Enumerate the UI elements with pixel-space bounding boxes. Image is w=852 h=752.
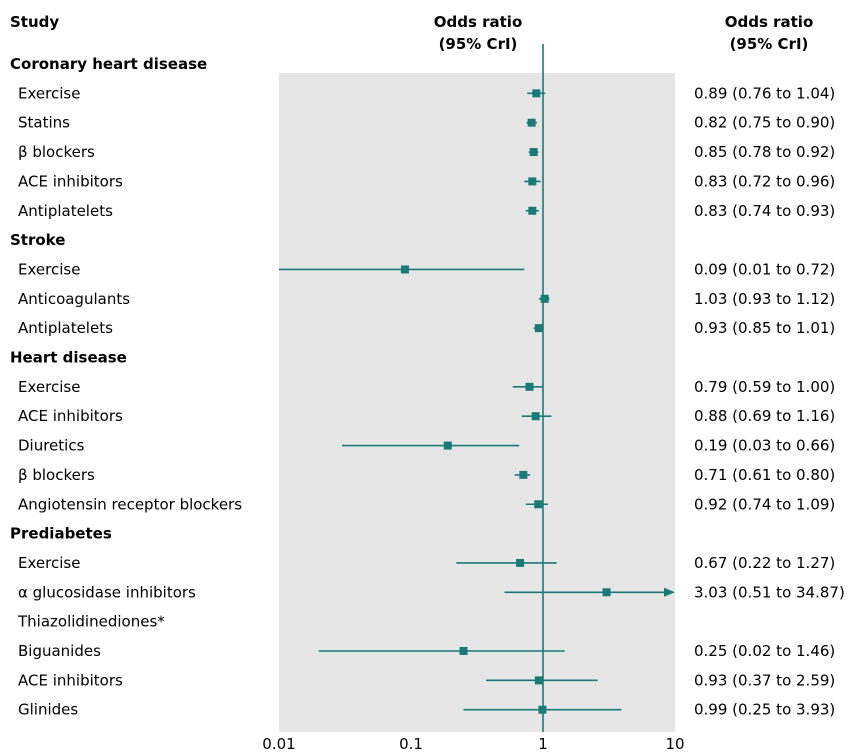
row-label: Exercise	[18, 554, 80, 572]
x-tick-label: 1	[538, 735, 548, 752]
value-column-header-line1: Odds ratio	[725, 13, 814, 31]
row-value-text: 3.03 (0.51 to 34.87)	[694, 583, 845, 601]
point-estimate	[534, 500, 543, 509]
plot-panel	[279, 73, 675, 732]
forest-row: Angiotensin receptor blockers 0.92 (0.74 …	[18, 495, 835, 513]
row-value-text: 0.82 (0.75 to 0.90)	[694, 114, 835, 132]
row-label: β blockers	[18, 143, 95, 161]
row-value-text: 0.67 (0.22 to 1.27)	[694, 554, 835, 572]
point-estimate	[459, 647, 468, 655]
row-value-text: 0.83 (0.72 to 0.96)	[694, 172, 835, 190]
point-estimate	[528, 177, 537, 186]
row-label: Diuretics	[18, 437, 85, 455]
row-label: Exercise	[18, 378, 80, 396]
point-estimate	[532, 89, 541, 98]
group-heading: Coronary heart disease	[10, 55, 207, 73]
point-estimate	[534, 324, 543, 333]
row-value-text: 0.93 (0.37 to 2.59)	[694, 671, 835, 689]
point-estimate	[516, 558, 525, 567]
or-column-header-line2: (95% CrI)	[439, 35, 518, 53]
group-heading: Prediabetes	[10, 525, 112, 543]
row-value-text: 0.79 (0.59 to 1.00)	[694, 378, 835, 396]
point-estimate	[531, 412, 540, 421]
forest-row: β blockers 0.85 (0.78 to 0.92)	[18, 143, 835, 161]
row-value-text: 0.19 (0.03 to 0.66)	[694, 437, 835, 455]
forest-row: α glucosidase inhibitors 3.03 (0.51 to 34…	[18, 583, 845, 601]
row-label: Exercise	[18, 84, 80, 102]
x-tick-label: 10	[665, 735, 684, 752]
row-value-text: 0.89 (0.76 to 1.04)	[694, 84, 835, 102]
row-value-text: 0.25 (0.02 to 1.46)	[694, 642, 835, 660]
point-estimate	[528, 206, 537, 215]
row-label: Glinides	[18, 701, 78, 719]
point-estimate	[443, 441, 452, 450]
value-column-header-line2: (95% CrI)	[730, 35, 809, 53]
x-axis-ticks: 0.01 0.1 1 10	[262, 735, 684, 752]
row-value-text: 0.93 (0.85 to 1.01)	[694, 319, 835, 337]
forest-row: Biguanides 0.25 (0.02 to 1.46)	[18, 642, 835, 660]
forest-row: Anticoagulants 1.03 (0.93 to 1.12)	[18, 290, 835, 308]
forest-row: Thiazolidinediones*	[17, 613, 165, 631]
forest-row: Exercise 0.09 (0.01 to 0.72)	[18, 260, 835, 278]
forest-row: ACE inhibitors 0.88 (0.69 to 1.16)	[18, 407, 835, 425]
group-heading: Heart disease	[10, 349, 127, 367]
forest-row: ACE inhibitors 0.83 (0.72 to 0.96)	[18, 172, 835, 190]
rows-layer: Coronary heart disease Exercise 0.89 (0.76…	[10, 55, 845, 719]
row-label: ACE inhibitors	[18, 172, 123, 190]
point-estimate	[519, 470, 528, 479]
row-label: Thiazolidinediones*	[17, 613, 165, 631]
point-estimate	[400, 265, 409, 274]
ci-arrow	[664, 587, 675, 597]
forest-row: Statins 0.82 (0.75 to 0.90)	[18, 114, 835, 132]
x-tick-label: 0.01	[262, 735, 295, 752]
forest-row: Exercise 0.79 (0.59 to 1.00)	[18, 378, 835, 396]
row-label: ACE inhibitors	[18, 407, 123, 425]
row-value-text: 0.99 (0.25 to 3.93)	[694, 701, 835, 719]
row-label: α glucosidase inhibitors	[18, 583, 196, 601]
point-estimate	[540, 294, 549, 303]
row-label: Biguanides	[18, 642, 101, 660]
forest-row: Diuretics 0.19 (0.03 to 0.66)	[18, 437, 835, 455]
forest-row: ACE inhibitors 0.93 (0.37 to 2.59)	[18, 671, 835, 689]
forest-row: Exercise 0.89 (0.76 to 1.04)	[18, 84, 835, 102]
point-estimate	[525, 382, 534, 391]
row-value-text: 0.85 (0.78 to 0.92)	[694, 143, 835, 161]
row-label: β blockers	[18, 466, 95, 484]
forest-row: Exercise 0.67 (0.22 to 1.27)	[18, 554, 835, 572]
forest-row: Antiplatelets 0.93 (0.85 to 1.01)	[18, 319, 835, 337]
row-value-text: 1.03 (0.93 to 1.12)	[694, 290, 835, 308]
row-value-text: 0.09 (0.01 to 0.72)	[694, 260, 835, 278]
point-estimate	[602, 588, 611, 597]
forest-row: Antiplatelets 0.83 (0.74 to 0.93)	[18, 202, 835, 220]
row-label: Antiplatelets	[18, 202, 113, 220]
row-value-text: 0.92 (0.74 to 1.09)	[694, 495, 835, 513]
row-value-text: 0.71 (0.61 to 0.80)	[694, 466, 835, 484]
row-value-text: 0.88 (0.69 to 1.16)	[694, 407, 835, 425]
point-estimate	[527, 118, 536, 127]
point-estimate	[529, 148, 538, 157]
row-label: ACE inhibitors	[18, 671, 123, 689]
group-heading: Stroke	[10, 231, 65, 249]
row-label: Angiotensin receptor blockers	[18, 495, 242, 513]
row-value-text: 0.83 (0.74 to 0.93)	[694, 202, 835, 220]
x-tick-label: 0.1	[399, 735, 423, 752]
row-label: Antiplatelets	[18, 319, 113, 337]
row-label: Statins	[18, 114, 70, 132]
forest-row: Glinides 0.99 (0.25 to 3.93)	[18, 701, 835, 719]
study-column-header: Study	[10, 13, 59, 31]
forest-row: β blockers 0.71 (0.61 to 0.80)	[18, 466, 835, 484]
row-label: Anticoagulants	[18, 290, 130, 308]
or-column-header-line1: Odds ratio	[434, 13, 523, 31]
point-estimate	[534, 676, 543, 685]
row-label: Exercise	[18, 260, 80, 278]
